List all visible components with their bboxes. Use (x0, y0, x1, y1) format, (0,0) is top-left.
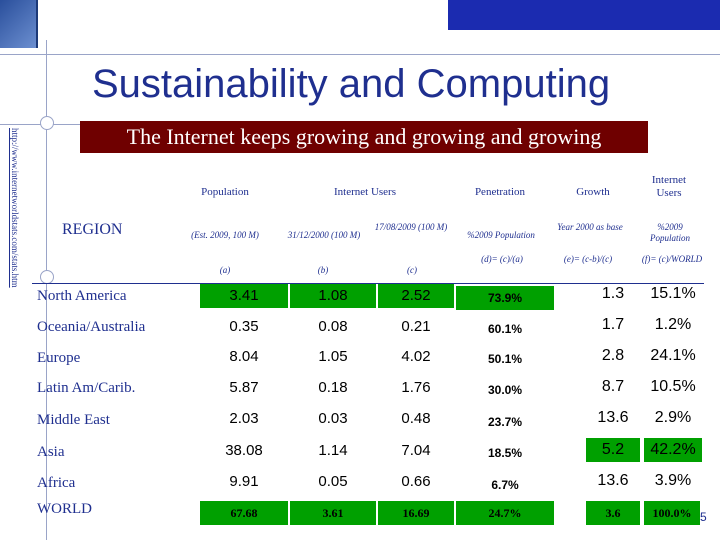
cell-growth: 13.6 (597, 472, 629, 489)
cell-penetration: 6.7% (491, 478, 519, 492)
row-label-north-america: North America (37, 288, 127, 304)
region-header: REGION (62, 221, 123, 238)
cell-users-2000: 3.61 (290, 501, 376, 525)
cell-users-2000: 0.18 (318, 379, 348, 396)
row-label-latin-america: Latin Am/Carib. (37, 380, 136, 396)
slide-subtitle: The Internet keeps growing and growing a… (80, 121, 648, 153)
cell-penetration: 50.1% (487, 352, 523, 366)
page-number: 5 (700, 510, 707, 524)
cell-population: 2.03 (229, 410, 259, 427)
header-internet-users-share: Internet Users (651, 174, 687, 199)
cell-penetration: 18.5% (487, 446, 523, 460)
cell-penetration: 60.1% (487, 322, 523, 336)
cell-growth: 1.3 (601, 285, 625, 302)
cell-users-2000: 0.08 (318, 318, 348, 335)
cell-penetration: 24.7% (456, 501, 554, 525)
cell-share: 2.9% (654, 409, 692, 426)
cell-users-2009: 1.76 (401, 379, 431, 396)
top-accent-bar (448, 0, 720, 30)
cell-users-2009: 4.02 (401, 348, 431, 365)
cell-population: 0.35 (229, 318, 259, 335)
formula-a: (a) (219, 265, 231, 275)
subheader-b: 31/12/2000 (100 M) (287, 230, 361, 240)
cell-growth: 13.6 (597, 409, 629, 426)
cell-growth: 8.7 (601, 378, 625, 395)
cell-users-2000: 1.08 (290, 284, 376, 308)
cell-users-2009: 16.69 (378, 501, 454, 525)
header-penetration: Penetration (474, 186, 526, 198)
row-label-europe: Europe (37, 350, 81, 366)
cell-growth: 3.6 (586, 501, 640, 525)
university-logo (0, 0, 38, 48)
formula-d: (d)= (c)/(a) (481, 254, 523, 264)
cell-growth: 1.7 (601, 316, 625, 333)
cell-penetration: 30.0% (487, 383, 523, 397)
cell-users-2009: 7.04 (401, 442, 431, 459)
cell-population: 3.41 (200, 284, 288, 308)
cell-users-2009: 0.66 (401, 473, 431, 490)
row-label-africa: Africa (37, 475, 76, 491)
cell-share: 24.1% (650, 347, 696, 364)
cell-population: 67.68 (200, 501, 288, 525)
decor-circle (40, 270, 54, 284)
cell-users-2009: 0.21 (401, 318, 431, 335)
cell-users-2000: 1.05 (318, 348, 348, 365)
cell-share: 1.2% (654, 316, 692, 333)
top-divider-line (0, 54, 720, 55)
cell-population: 9.91 (229, 473, 259, 490)
source-url-link[interactable]: http://www.internetworldstats.com/stats.… (10, 128, 20, 288)
header-divider (32, 283, 704, 284)
row-label-middle-east: Middle East (37, 412, 110, 428)
formula-c: (c) (407, 265, 417, 275)
decor-circle (40, 116, 54, 130)
subheader-d: %2009 Population (467, 230, 535, 240)
cell-share: 42.2% (644, 438, 702, 462)
left-vertical-line (46, 40, 47, 540)
cell-users-2000: 0.05 (318, 473, 348, 490)
formula-b: (b) (317, 265, 329, 275)
slide-title: Sustainability and Computing (92, 62, 611, 106)
cell-population: 5.87 (229, 379, 259, 396)
cell-share: 3.9% (654, 472, 692, 489)
subheader-f: %2009 Population (650, 222, 690, 243)
row-label-world: WORLD (37, 501, 92, 517)
cell-share: 15.1% (650, 285, 696, 302)
cell-growth: 2.8 (601, 347, 625, 364)
header-internet-users: Internet Users (333, 186, 396, 198)
cell-population: 8.04 (229, 348, 259, 365)
subheader-e: Year 2000 as base (557, 222, 623, 232)
cell-share: 10.5% (650, 378, 696, 395)
cell-penetration: 23.7% (487, 415, 523, 429)
formula-f: (f)= (c)/WORLD (641, 254, 703, 264)
header-population: Population (201, 186, 249, 198)
subheader-a: (Est. 2009, 100 M) (191, 230, 259, 240)
subheader-c: 17/08/2009 (100 M) (374, 222, 448, 232)
cell-penetration: 73.9% (456, 286, 554, 310)
row-label-asia: Asia (37, 444, 65, 460)
cell-users-2000: 0.03 (318, 410, 348, 427)
cell-growth: 5.2 (586, 438, 640, 462)
cell-users-2009: 0.48 (401, 410, 431, 427)
row-label-oceania: Oceania/Australia (37, 319, 146, 335)
cell-population: 38.08 (225, 442, 263, 459)
header-growth: Growth (576, 186, 610, 198)
cell-share: 100.0% (644, 501, 700, 525)
cell-users-2009: 2.52 (378, 284, 454, 308)
formula-e: (e)= (c-b)/(c) (563, 254, 613, 264)
cell-users-2000: 1.14 (318, 442, 348, 459)
